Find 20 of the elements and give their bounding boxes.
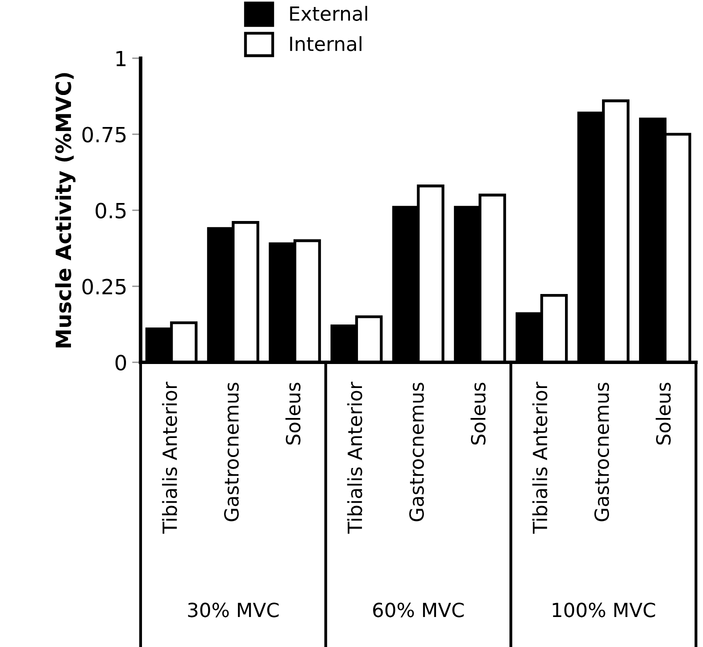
y-tick-label: 0.75 <box>82 126 126 142</box>
x-tick-label: Tibialis Anterior <box>532 382 548 534</box>
x-tick-label: Gastrocnemus <box>409 382 424 522</box>
x-tick-label: Soleus <box>470 382 486 445</box>
y-tick-label: 0 <box>116 354 126 371</box>
legend-label: Internal <box>290 36 362 52</box>
y-tick-label: 0.5 <box>96 202 126 218</box>
y-tick-label: 1 <box>116 50 126 66</box>
y-tick-label: 0.25 <box>82 278 126 295</box>
x-tick-label: Soleus <box>656 382 671 445</box>
x-tick-label: Gastrocnemus <box>594 382 610 522</box>
x-tick-label: Soleus <box>285 382 301 445</box>
legend-label: External <box>290 6 368 21</box>
y-axis-title: Muscle Activity (%MVC) <box>55 73 76 348</box>
x-tick-label: Gastrocnemus <box>224 382 239 522</box>
x-tick-label: Tibialis Anterior <box>347 382 362 534</box>
text: 60% MVC <box>373 602 464 618</box>
text: 30% MVC <box>188 602 279 618</box>
text: 100% MVC <box>552 602 656 618</box>
x-tick-label: Tibialis Anterior <box>162 382 178 534</box>
